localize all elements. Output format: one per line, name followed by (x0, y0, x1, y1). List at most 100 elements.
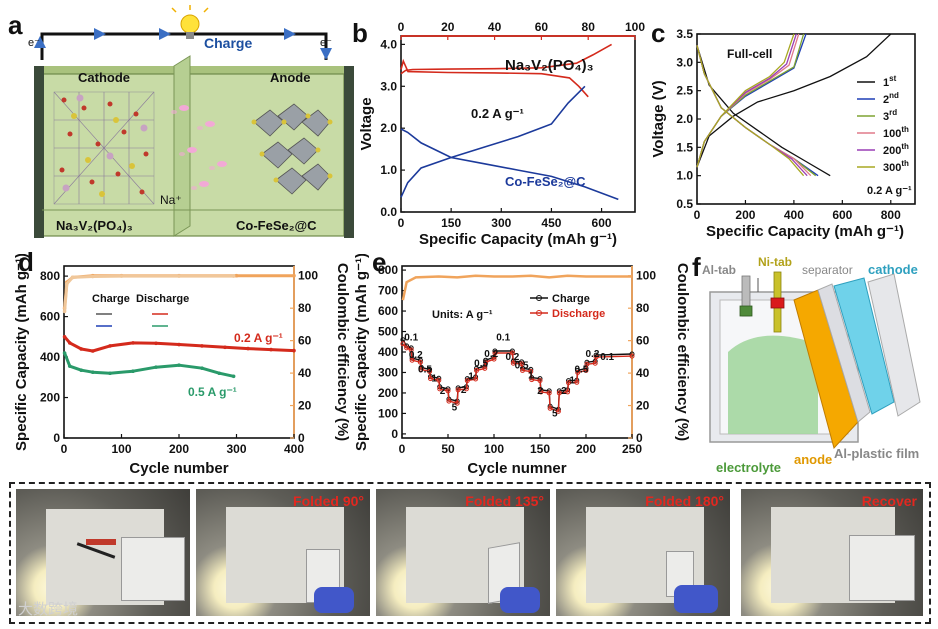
data-point (629, 351, 635, 357)
y-tick-label: 800 (378, 263, 398, 277)
schematic-a: Charge e⁻ e⁻ Cathode Anode Na⁺ (28, 5, 354, 238)
data-point (474, 367, 480, 373)
rate-step-label: 0.2 (484, 349, 498, 360)
legend-label-suffix: th (901, 159, 909, 168)
y2-tick-label: 80 (298, 301, 312, 315)
y-tick-label: 800 (40, 269, 60, 283)
legend-label: 200th (883, 142, 909, 157)
data-point (463, 386, 469, 392)
data-point (547, 405, 553, 411)
data-point (556, 390, 562, 396)
data-point (454, 400, 460, 406)
data-point (520, 367, 526, 373)
y2-tick-label: 100 (298, 269, 318, 283)
series-discharge-line (696, 45, 819, 177)
data-point (234, 273, 239, 278)
sodium-ion-label: Na⁺ (160, 193, 182, 207)
x-tick-label: 150 (441, 216, 461, 230)
cathode-material-label: Na₃V₂(PO₄)₃ (56, 218, 133, 233)
x-tick-label: 200 (169, 442, 189, 456)
data-point (483, 359, 489, 365)
electron-arrow-icon (320, 48, 332, 60)
chart-title: Full-cell (727, 47, 772, 61)
data-point (65, 282, 69, 286)
panel-label-f: f (692, 252, 701, 282)
electron-arrow-icon (284, 28, 296, 40)
data-point (62, 351, 67, 355)
photo-folded-180: Folded 180° (556, 489, 730, 616)
x-tick-label: 50 (441, 442, 455, 456)
x-tick-label: 400 (784, 208, 804, 222)
data-point (417, 359, 423, 365)
data-point (177, 363, 181, 367)
ni-tab-label: Ni-tab (758, 255, 792, 269)
series-charge-line (696, 33, 892, 168)
y2-tick-label: 40 (298, 366, 312, 380)
charge-label: Charge (204, 35, 252, 51)
data-point (583, 367, 589, 373)
rate-step-label: 5 (452, 402, 458, 413)
data-point (67, 364, 72, 368)
y-axis-label: Specific Capacity (mAh g⁻¹) (13, 254, 30, 451)
y-tick-label: 2.0 (676, 112, 693, 126)
data-point (154, 365, 158, 369)
data-point (546, 390, 552, 396)
rate-step-label: 0.2 (505, 352, 519, 363)
rate-step-label: 1 (431, 374, 437, 385)
rate-step-label: 2 (537, 386, 543, 397)
rate-step-label: 2 (440, 386, 446, 397)
data-point (292, 273, 296, 278)
x-tick-label: 450 (541, 216, 561, 230)
electrolyte-region (728, 335, 818, 434)
y2-tick-label: 100 (636, 269, 656, 283)
rate-step-label: 0.5 (474, 358, 488, 369)
chart-d: 0 100 200 300 4000200400600800020406080100Ch… (13, 254, 351, 477)
x-tick-label: 300 (491, 216, 511, 230)
x-tick-label: 200 (735, 208, 755, 222)
legend-charge: Charge (92, 293, 130, 305)
rate-step-label: 0.5 (418, 364, 432, 375)
data-point (529, 377, 535, 383)
legend-label-suffix: th (901, 125, 909, 134)
electron-arrow-icon (94, 28, 106, 40)
rate-step-label: 2 (561, 386, 567, 397)
x-tick-label: 250 (622, 442, 642, 456)
x-axis-label: Specific Capacity (mAh g⁻¹) (419, 231, 617, 248)
rate-step-label: 2 (461, 385, 467, 396)
electron-left-label: e⁻ (28, 37, 40, 49)
data-point (90, 370, 95, 375)
data-point (108, 344, 112, 348)
anode-label: anode (794, 452, 832, 467)
rate-step-label: 0.1 (496, 333, 510, 344)
lightbulb-icon (171, 5, 209, 39)
y-tick-label: 4.0 (380, 37, 397, 51)
data-point (473, 376, 479, 382)
al-plastic-film-sheet (867, 273, 921, 417)
photo-caption-folded-90: Folded 90° (293, 493, 364, 509)
y-tick-label: 500 (378, 325, 398, 339)
pouch-cell-photo (121, 537, 185, 601)
data-point (200, 344, 204, 348)
y-tick-label: 200 (40, 391, 60, 405)
annotation-cofese2: Co-FeSe₂@C (505, 174, 586, 189)
data-point (79, 347, 84, 351)
photo-recover: Recover (741, 489, 923, 616)
y-tick-label: 700 (378, 284, 398, 298)
y2-tick-label: 60 (636, 334, 650, 348)
y-axis-label: Specific Capacity (mAh g⁻¹) (353, 254, 370, 451)
data-point (400, 341, 406, 347)
data-point (428, 376, 434, 382)
y-tick-label: 0.0 (380, 205, 397, 219)
data-point (592, 360, 598, 366)
legend-label: 1st (883, 74, 897, 89)
data-point (491, 356, 497, 362)
x-tick-label: 200 (576, 442, 596, 456)
x-tick-label: 300 (226, 442, 246, 456)
legend-label-suffix: th (901, 142, 909, 151)
x-tick-label: 0 (694, 208, 701, 222)
data-point (575, 369, 581, 375)
y-tick-label: 0 (53, 431, 60, 445)
data-point (555, 408, 561, 414)
x-tick-label: 600 (832, 208, 852, 222)
y2-tick-label: 60 (298, 334, 312, 348)
